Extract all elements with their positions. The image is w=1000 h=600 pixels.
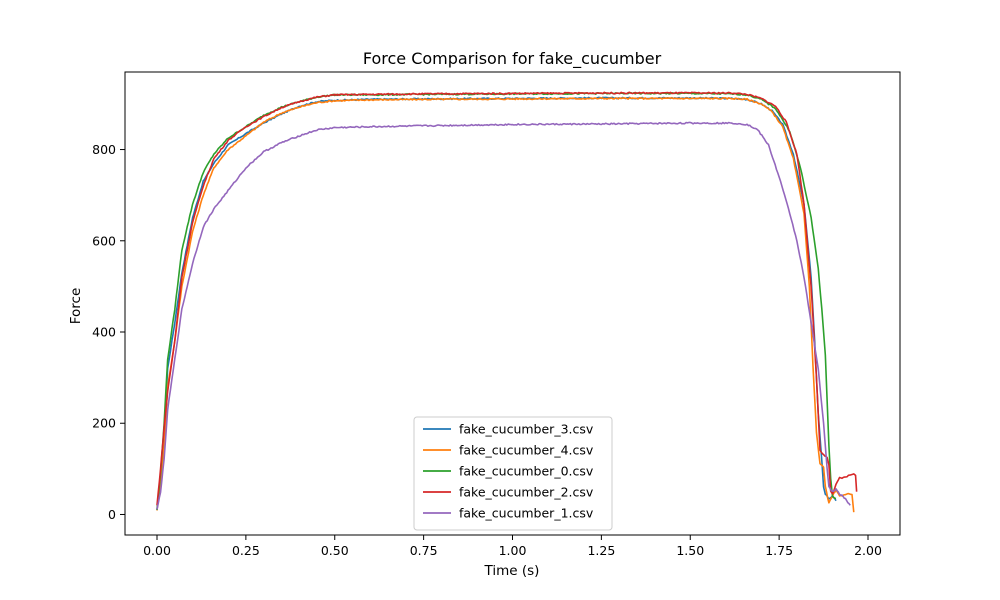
legend-label-fake-cucumber-4: fake_cucumber_4.csv — [459, 443, 594, 458]
chart-title: Force Comparison for fake_cucumber — [363, 49, 662, 69]
x-tick-label: 1.00 — [499, 543, 527, 558]
y-tick-label: 200 — [92, 416, 116, 431]
x-tick-label: 0.50 — [321, 543, 349, 558]
series-line-fake-cucumber-2 — [156, 91, 858, 506]
x-tick-label: 0.75 — [410, 543, 438, 558]
series-line-fake-cucumber-4 — [156, 97, 855, 513]
y-tick-label: 400 — [92, 325, 116, 340]
legend-box — [413, 416, 613, 531]
legend: fake_cucumber_3.csv fake_cucumber_4.csvfa… — [413, 416, 613, 531]
legend-label-fake-cucumber-3: fake_cucumber_3.csv — [459, 422, 594, 437]
x-axis-title: Time (s) — [484, 563, 540, 579]
x-tick-label: 1.50 — [676, 543, 704, 558]
x-tick-label: 0.00 — [143, 543, 171, 558]
x-tick-label: 0.25 — [232, 543, 260, 558]
y-tick-label: 0 — [108, 507, 116, 522]
legend-label-fake-cucumber-1: fake_cucumber_1.csv — [459, 506, 594, 521]
x-tick-label: 1.75 — [765, 543, 793, 558]
x-tick-label: 1.25 — [587, 543, 615, 558]
plot-area: 0.00 0.25 0.50 0.75 1.00 1.25 1.50 1.75 2.00 0 200… — [92, 71, 901, 558]
x-tick-label: 2.00 — [854, 543, 882, 558]
y-tick-label: 800 — [92, 142, 116, 157]
legend-label-fake-cucumber-2: fake_cucumber_2.csv — [459, 485, 594, 500]
legend-label-fake-cucumber-0: fake_cucumber_0.csv — [459, 464, 594, 479]
y-tick-label: 600 — [92, 233, 116, 248]
series-line-fake-cucumber-1 — [156, 121, 851, 510]
y-axis-title: Force — [68, 288, 84, 325]
